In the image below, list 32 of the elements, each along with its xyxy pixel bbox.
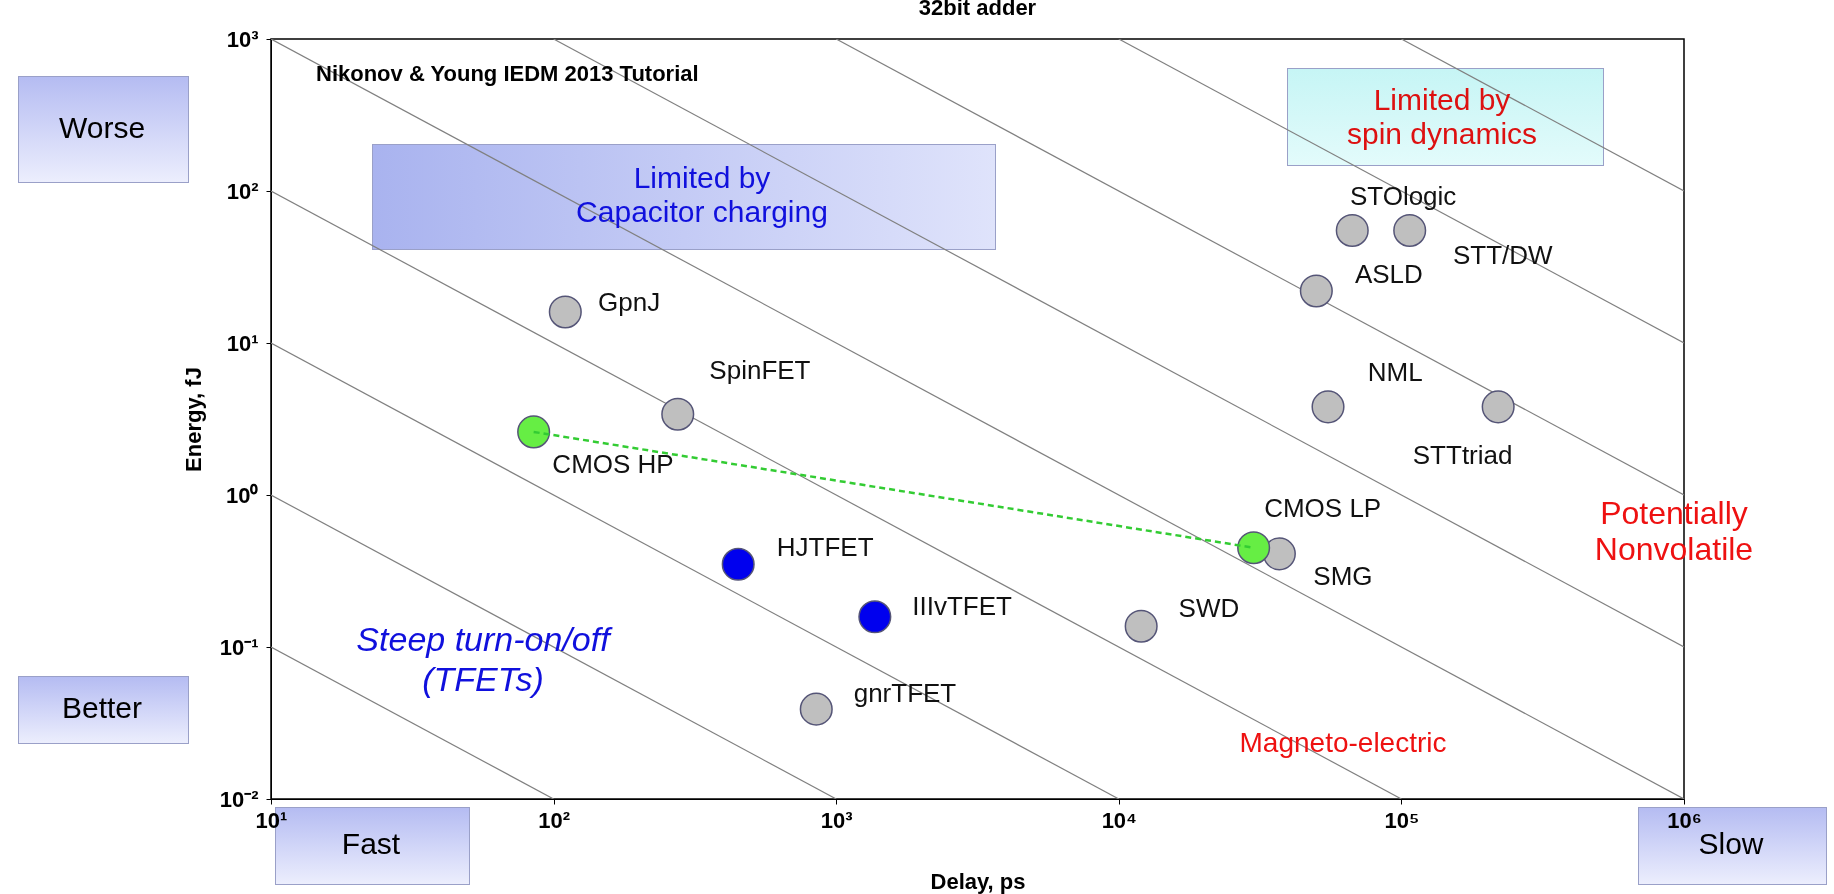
x-tick-label: 10² <box>538 807 570 833</box>
x-tick-label: 10⁵ <box>1384 807 1420 833</box>
y-tick-label: 10⁰ <box>226 482 259 508</box>
text: Fast <box>341 827 401 860</box>
annotation: NML <box>1367 356 1423 387</box>
annotation: Steep turn-on/off (TFETs) <box>356 620 614 698</box>
annotation: CMOS HP <box>552 448 674 479</box>
y-tick-label: 10² <box>226 178 259 204</box>
y-axis-title: Energy, fJ <box>180 367 206 472</box>
annotation: Limited by spin dynamics <box>1346 82 1538 151</box>
annotation: ASLD <box>1354 258 1423 289</box>
annotation: Magneto-electric <box>1239 727 1447 758</box>
annotation: IIIvTFET <box>912 591 1013 622</box>
annotation: STTtriad <box>1412 440 1513 470</box>
x-axis-title: Delay, ps <box>930 868 1026 894</box>
text: Worse <box>58 111 146 144</box>
y-tick-label: 10³ <box>226 26 259 52</box>
y-tick-label: 10¹ <box>226 330 259 356</box>
annotation: STOlogic <box>1349 180 1457 211</box>
annotation: gnrTFET <box>853 677 957 708</box>
y-tick-label: 10⁻¹ <box>219 634 259 660</box>
x-tick-label: 10³ <box>820 807 853 833</box>
annotation: CMOS LP <box>1264 493 1382 524</box>
annotation: SWD <box>1178 592 1240 623</box>
annotation: SpinFET <box>709 354 811 385</box>
annotation: HJTFET <box>776 531 874 562</box>
text: Better <box>61 691 143 724</box>
x-tick-label: 10⁴ <box>1101 807 1137 833</box>
annotation: Nikonov & Young IEDM 2013 Tutorial <box>316 61 699 86</box>
annotation: GpnJ <box>598 286 661 317</box>
annotation: STT/DW <box>1452 240 1554 271</box>
annotation: SMG <box>1313 561 1373 592</box>
